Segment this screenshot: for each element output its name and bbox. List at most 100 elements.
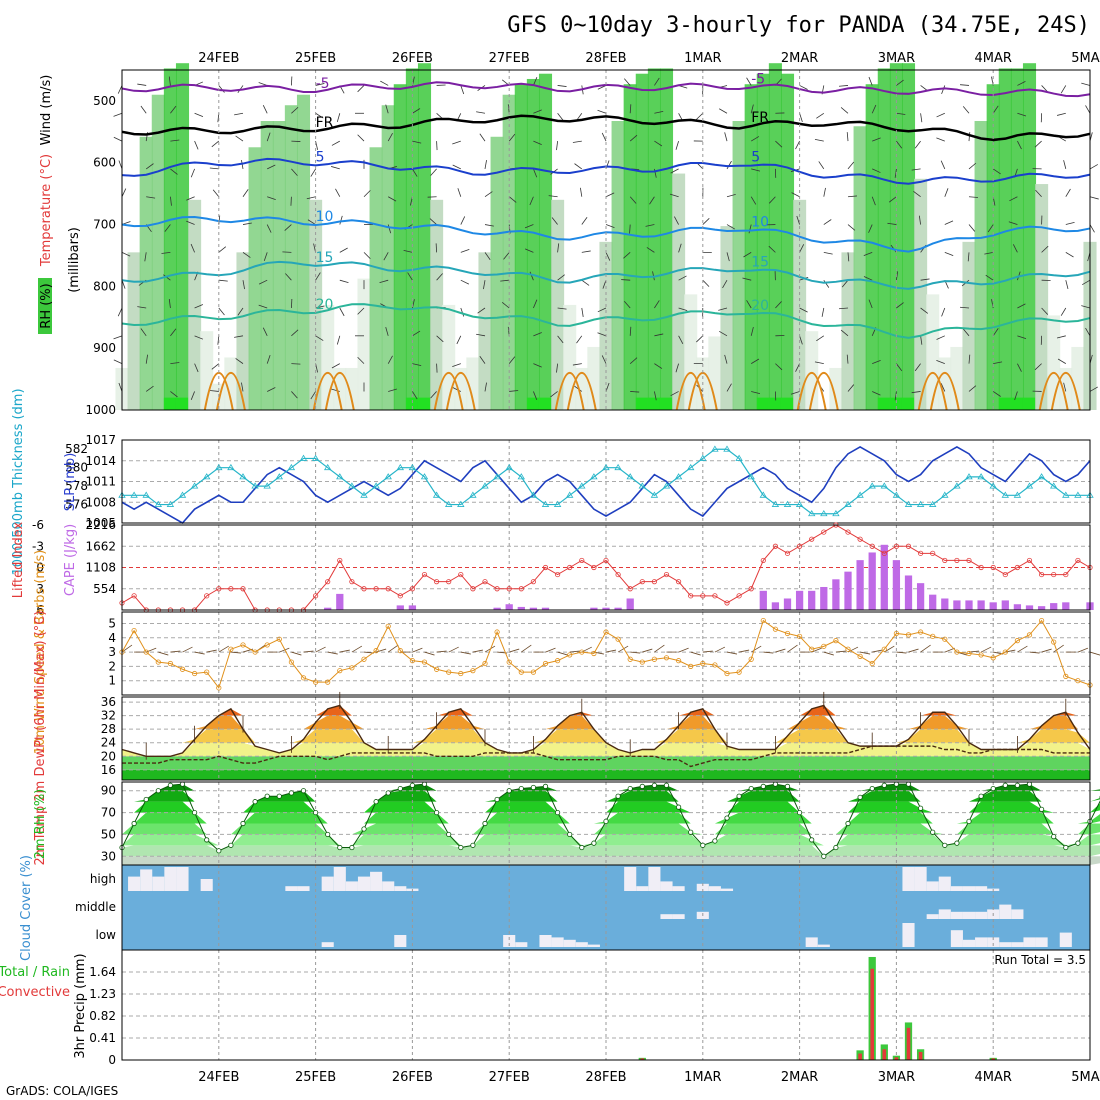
cloud-bar [503,935,516,947]
rh-shade [647,397,661,410]
wind-barb [430,168,437,176]
li-marker [796,543,803,549]
ylabel-millibars: (millibars) [67,227,82,293]
wind-barb [331,363,340,369]
wind-barb [1089,164,1098,170]
rh-shade [272,121,286,410]
wind-barb [940,383,946,392]
wind-barb [576,335,583,344]
rh-shade [659,68,674,411]
rh-shade [829,367,843,410]
rh2m-panel: 30 50 70 90 2m RH (%) [33,781,1100,865]
cape-bar [505,604,513,610]
wind-barb [315,305,325,309]
rh-shade [950,346,964,410]
wind-barb [959,306,970,309]
cloud-bar [926,881,939,891]
thickness-marker [928,500,937,507]
wind-barb [654,644,665,653]
rh-shade [526,78,540,411]
wind-barb [936,335,945,340]
wind-barb [237,307,244,316]
li-marker [869,543,875,549]
cape-tick-label: 554 [93,582,116,596]
rh-marker [651,782,658,788]
cloud-bar [636,886,649,891]
wind-barb [533,168,538,178]
rh-shade [490,136,504,410]
wind-barb [218,645,230,653]
wind-barb [339,307,345,317]
rh-tick-label: 30 [101,849,116,863]
li-marker [772,543,779,549]
slp-line [121,445,1091,525]
wind-barb [871,104,877,114]
cloud-panel: high middle low Cloud Cover (%) [19,855,1091,961]
thickness-marker [529,491,538,498]
wind-barb [768,196,776,204]
thickness-marker [239,473,247,480]
rh-shade [248,147,262,411]
li-marker [724,600,730,606]
wind-barb [533,332,542,337]
ylabel-rh: RH (%) [39,283,54,328]
cloud-bar [660,914,673,919]
wind-barb [113,136,123,142]
wind-barb [557,113,564,121]
wind-barb [113,112,123,117]
cloud-bar [515,942,528,947]
thickness-marker [1037,473,1046,480]
wind-barb [452,140,461,145]
cape-bar [820,586,828,610]
warm-contour [1050,372,1081,411]
slp-thickness-frame [121,439,1091,524]
li-marker [627,586,633,592]
upper-air-frame [121,69,1091,411]
wind-barb [838,85,849,87]
rh-marker [155,788,161,794]
wind-barb [336,335,341,345]
wind-barb [521,644,532,653]
rh-marker [192,809,198,816]
wind-barb [940,160,946,170]
wind-marker [675,658,682,664]
wind-barb [838,307,849,310]
cloud-bar [975,886,988,891]
wind-barb [545,647,556,653]
cape-bar [989,602,997,610]
rh-band [122,790,1100,802]
wind-marker [990,655,996,661]
contour-label: 5 [751,150,760,166]
wind-barb [1065,280,1069,290]
li-marker [978,564,984,571]
thickness-marker [154,500,163,507]
wind-marker [554,658,561,664]
wind-barb [456,335,462,345]
rh-marker [518,785,524,792]
temp-contour [121,114,1091,142]
wind-marker [1014,638,1021,644]
rh-shade [393,84,407,410]
wind-barb [768,245,776,253]
li-marker [615,571,621,578]
wind-barb [775,140,783,148]
rh-marker [276,793,282,799]
wind-barb [412,363,422,367]
wind-barb [501,302,510,309]
rh-marker [736,793,742,799]
wind-barb [724,132,728,142]
thickness-marker [614,463,622,471]
cloud-bar [975,937,988,947]
wind-barb [654,363,663,369]
wind-marker [784,630,791,637]
wind-barb [508,196,517,203]
wind-barb [630,391,640,393]
thickness-marker [202,473,211,480]
wind-barb [1041,245,1049,253]
wind-tick-label: 5 [108,616,116,630]
wind-marker [143,649,149,655]
wind-barb [581,646,592,653]
li-marker [240,586,246,592]
cape-bar [1062,602,1070,610]
wind-barb [642,648,653,653]
